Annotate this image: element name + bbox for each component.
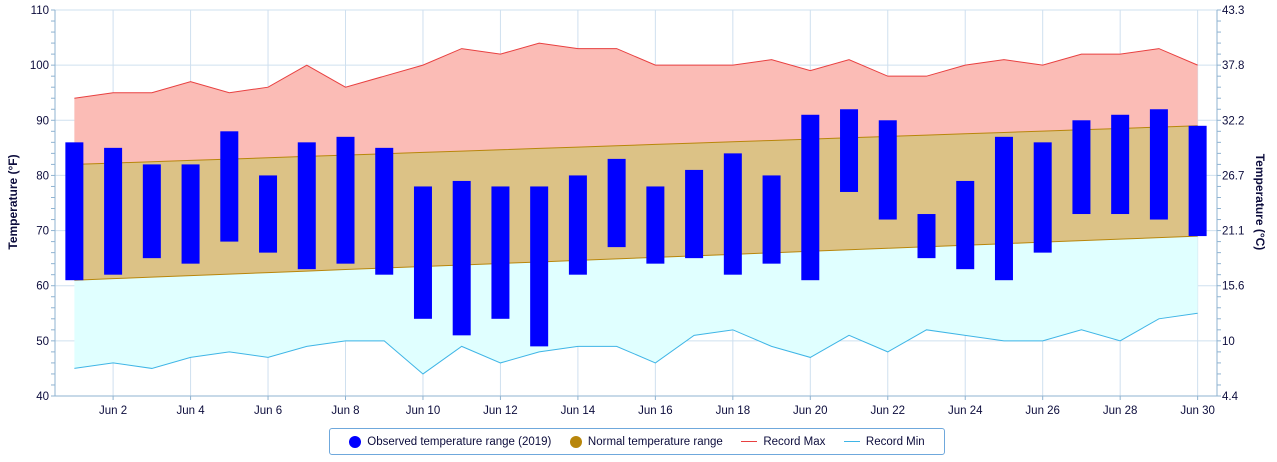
observed-bar[interactable] [762,175,781,264]
normal-range-band [74,125,1198,281]
observed-bar[interactable] [878,120,897,220]
x-tick-label: Jun 6 [254,405,282,417]
record-max-line [74,42,1198,99]
y-right-tick-label: 10 [1222,336,1235,348]
observed-bar[interactable] [994,136,1013,281]
normal-dot-icon [569,435,582,448]
axes: 40 50 60 70 80 90 100 110 4.4 10 15.6 21.1 26.7 32.2 3… [30,5,1245,417]
observed-bar[interactable] [530,186,549,347]
y-tick-label: 110 [31,5,49,17]
y-right-tick-label: 15.6 [1222,281,1244,293]
y-right-tick-label: 26.7 [1222,170,1244,182]
observed-bar[interactable] [1111,114,1130,215]
y-right-tick-label: 4.4 [1222,391,1239,403]
observed-bar[interactable] [1033,142,1052,253]
y-tick-label: 70 [36,226,49,238]
y-right-tick-label: 21.1 [1222,226,1244,238]
y-tick-label: 80 [36,170,49,182]
observed-bar[interactable] [220,131,239,242]
y-tick-label: 100 [30,60,49,72]
observed-range-bars[interactable] [65,109,1207,347]
y-axis-label-right: Temperature (°C) [1253,154,1267,251]
x-tick-label: Jun 8 [331,405,359,417]
observed-bar[interactable] [1149,109,1168,220]
y-axis-label-left: Temperature (°F) [6,154,20,249]
observed-bar[interactable] [956,180,975,270]
record-min-line [74,312,1198,375]
record-max-band [74,43,1198,165]
x-tick-label: Jun 22 [871,405,906,417]
y-tick-label: 50 [36,336,49,348]
legend-item-record-max[interactable]: Record Max [741,436,825,448]
areas [74,42,1198,375]
y-tick-label: 60 [36,281,49,293]
x-tick-label: Jun 18 [716,405,751,417]
observed-bar[interactable] [1188,125,1207,237]
x-tick-label: Jun 26 [1025,405,1060,417]
observed-bar[interactable] [336,136,355,264]
record-max-line-icon [741,441,758,442]
legend-label-observed: Observed temperature range (2019) [367,435,552,448]
observed-bar[interactable] [142,164,161,259]
x-tick-label: Jun 2 [99,405,127,417]
legend-item-observed[interactable]: Observed temperature range (2019) [349,435,552,448]
observed-bar[interactable] [646,186,665,264]
observed-bar[interactable] [568,175,587,275]
y-right-tick-label: 43.3 [1222,5,1244,17]
observed-bar[interactable] [375,147,394,275]
y-tick-label: 40 [36,391,49,403]
observed-bar[interactable] [181,164,200,264]
observed-bar[interactable] [65,142,84,281]
observed-bar[interactable] [297,142,316,270]
legend: Observed temperature range (2019) Normal… [329,428,945,455]
observed-bar[interactable] [491,186,510,319]
x-tick-label: Jun 20 [793,405,828,417]
y-right-tick-label: 32.2 [1222,115,1244,127]
observed-bar[interactable] [1072,120,1091,215]
x-tick-label: Jun 4 [176,405,205,417]
record-min-band [74,236,1198,374]
legend-label-record-min: Record Min [865,435,925,448]
observed-bar[interactable] [104,147,123,275]
y-right-tick-label: 37.8 [1222,60,1244,72]
record-min-line-icon [843,441,860,442]
legend-label-record-max: Record Max [763,435,826,448]
observed-bar[interactable] [452,180,471,336]
x-tick-label: Jun 10 [406,405,441,417]
observed-bar[interactable] [607,158,626,248]
observed-dot-icon [349,435,362,448]
legend-item-record-min[interactable]: Record Min [843,435,925,448]
legend-label-normal: Normal temperature range [587,435,723,448]
observed-bar[interactable] [840,109,859,192]
observed-bar[interactable] [917,214,936,259]
y-tick-label: 90 [36,115,49,127]
observed-bar[interactable] [801,114,820,281]
observed-bar[interactable] [723,153,742,275]
observed-bar[interactable] [413,186,432,319]
x-tick-label: Jun 24 [948,405,983,417]
observed-bar[interactable] [685,169,704,259]
x-tick-label: Jun 16 [638,405,673,417]
x-tick-label: Jun 12 [483,405,518,417]
x-tick-label: Jun 28 [1103,405,1138,417]
observed-bar[interactable] [259,175,278,253]
legend-item-normal[interactable]: Normal temperature range [569,435,723,448]
x-tick-label: Jun 30 [1180,405,1215,417]
normal-high-line [74,125,1198,165]
x-tick-label: Jun 14 [561,405,596,417]
